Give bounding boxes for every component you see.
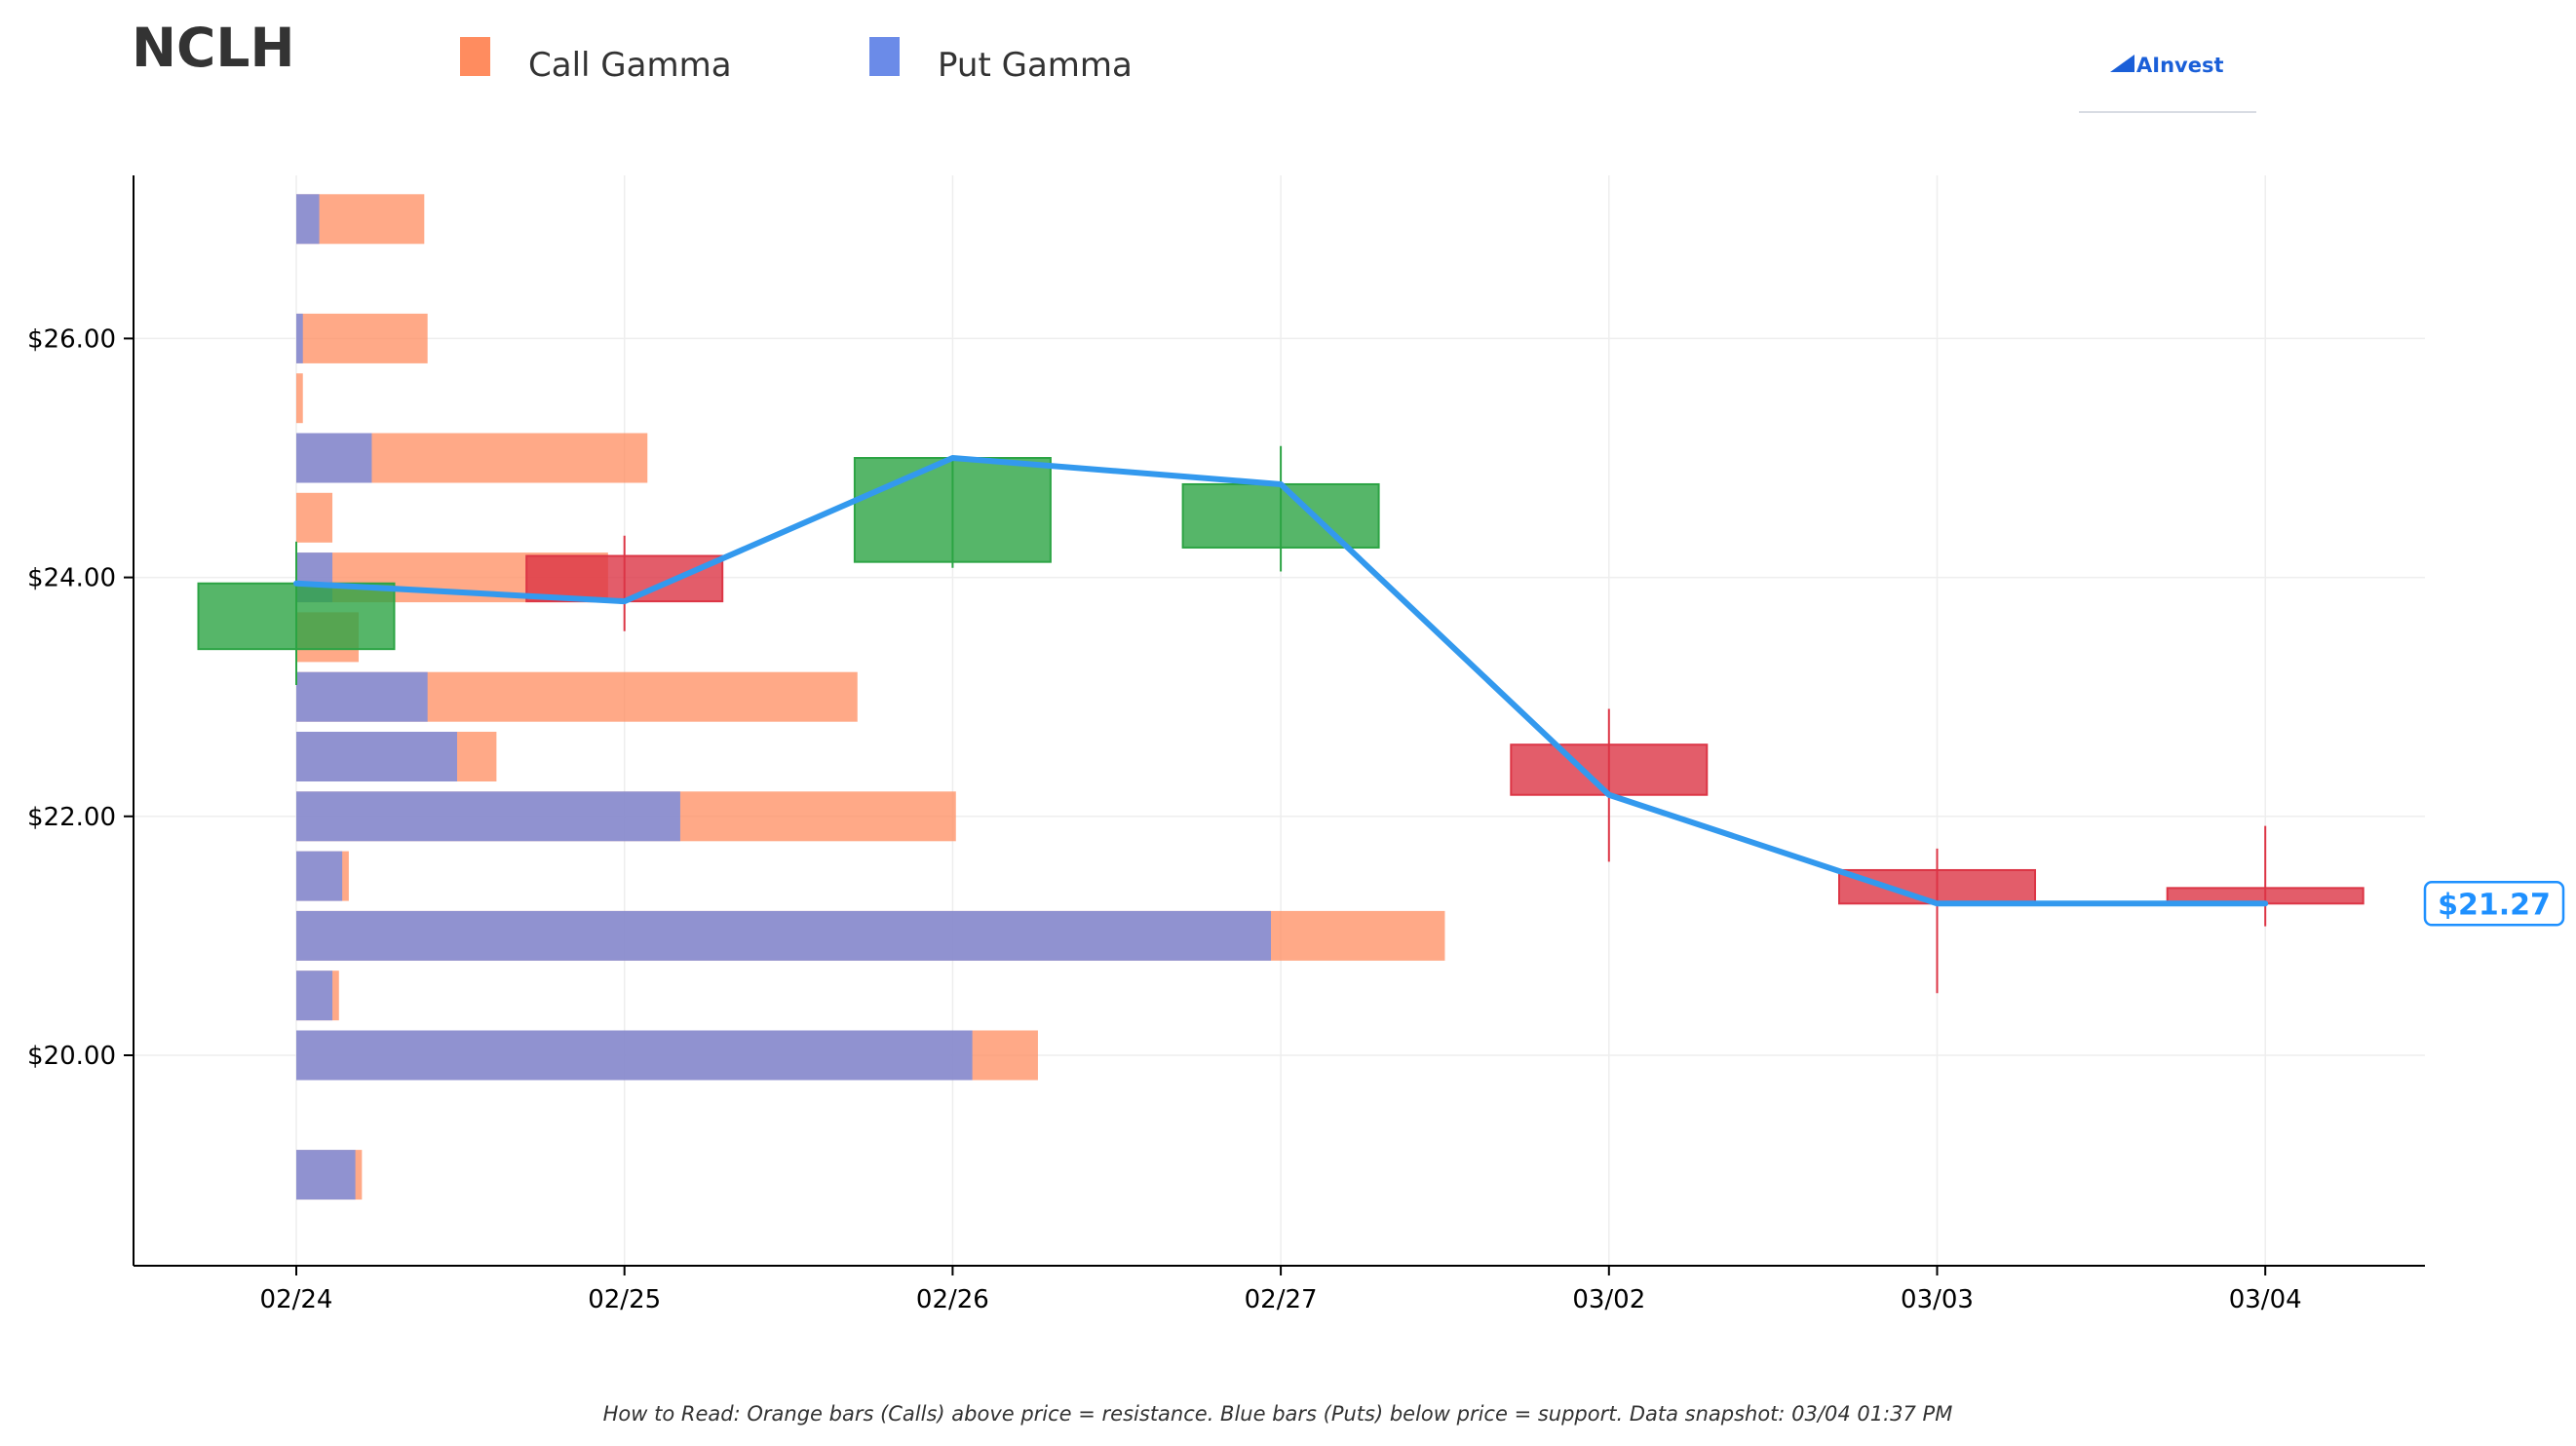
- x-tick-label: 02/25: [588, 1285, 661, 1314]
- put-gamma-bar: [296, 910, 1271, 961]
- x-tick-label: 03/03: [1901, 1285, 1974, 1314]
- call-gamma-bar: [296, 313, 428, 363]
- candle-body: [853, 457, 1052, 563]
- current-price-label: $21.27: [2438, 888, 2551, 922]
- price-line: [293, 455, 2269, 907]
- gamma-bars: [296, 194, 1445, 1200]
- candle-body: [525, 554, 724, 603]
- x-tick-label: 03/02: [1572, 1285, 1645, 1314]
- current-price-tag: $21.27: [2423, 881, 2565, 927]
- ticker-title: NCLH: [132, 17, 294, 79]
- legend-call-label: Call Gamma: [528, 46, 732, 85]
- put-gamma-bar: [296, 433, 372, 483]
- brand-name: AInvest: [2136, 54, 2224, 77]
- x-tick-label: 02/26: [916, 1285, 989, 1314]
- y-tick-label: $26.00: [27, 324, 116, 354]
- put-gamma-bar: [296, 1150, 356, 1200]
- candles: [197, 445, 2365, 994]
- put-gamma-bar: [296, 671, 428, 722]
- put-gamma-bar: [296, 1030, 973, 1081]
- put-gamma-bar: [296, 313, 303, 363]
- legend-put-label: Put Gamma: [938, 46, 1133, 85]
- put-gamma-bar: [296, 732, 457, 781]
- call-gamma-bar: [296, 373, 303, 424]
- candle-body: [197, 582, 396, 651]
- candle-body: [1510, 743, 1709, 796]
- x-tick-label: 02/24: [260, 1285, 333, 1314]
- legend-call-swatch: [460, 37, 490, 76]
- legend-put-swatch: [869, 37, 900, 76]
- put-gamma-bar: [296, 791, 680, 842]
- put-gamma-bar: [296, 194, 320, 245]
- y-tick-label: $24.00: [27, 564, 116, 593]
- x-tick-label: 02/27: [1245, 1285, 1318, 1314]
- x-axis-ticks: 02/24 02/25 02/26 02/27 03/02 03/03 03/04: [260, 1266, 2302, 1314]
- brand-chart-icon: [2110, 55, 2134, 72]
- candle-body: [1181, 482, 1380, 549]
- y-tick-label: $22.00: [27, 803, 116, 832]
- current-price-box: [2423, 881, 2565, 927]
- x-tick-label: 03/04: [2229, 1285, 2302, 1314]
- candle-body: [1838, 868, 2036, 905]
- put-gamma-bar: [296, 970, 333, 1021]
- footnote: How to Read: Orange bars (Calls) above p…: [603, 1402, 1953, 1426]
- axes: [133, 175, 2425, 1267]
- put-gamma-bar: [296, 851, 343, 901]
- brand-logo: AInvest: [2079, 54, 2256, 113]
- y-tick-label: $20.00: [27, 1042, 116, 1071]
- y-axis-ticks: $20.00 $22.00 $24.00 $26.00: [27, 324, 134, 1071]
- call-gamma-bar: [296, 492, 333, 543]
